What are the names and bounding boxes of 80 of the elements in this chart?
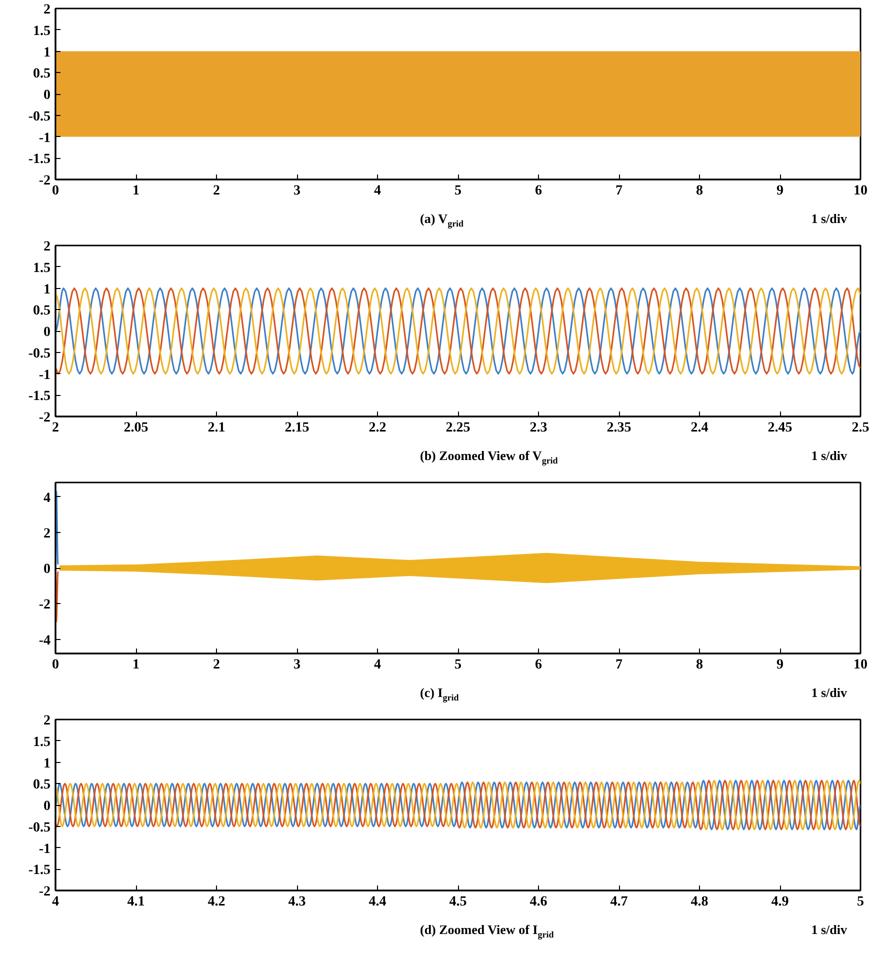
x-tick-label: 2.2 — [368, 420, 386, 436]
x-tick-label: 4 — [374, 658, 381, 672]
text: 1 s/div — [811, 684, 847, 702]
x-axis-title: (d) Zoomed View of I$_{grid}$ — [420, 921, 554, 942]
x-tick-label: 10 — [854, 184, 868, 198]
y-tick-label: -1.5 — [28, 152, 51, 168]
x-tick-label: 2.5 — [852, 420, 870, 436]
x-tick-label: 4.6 — [530, 894, 548, 910]
text: 1 s/div — [811, 210, 847, 228]
x-tick-label: 8 — [696, 184, 703, 198]
y-tick-label: -1 — [38, 130, 51, 146]
x-tick-label: 7 — [616, 658, 622, 672]
y-tick-label: -0.5 — [28, 109, 51, 124]
y-tick-label: 0 — [44, 88, 50, 103]
y-tick-label: 4 — [44, 490, 50, 506]
y-tick-label: -2 — [38, 884, 51, 900]
x-tick-label: 4.8 — [690, 894, 708, 910]
x-tick-label: 5 — [454, 658, 462, 672]
y-tick-label: -2 — [38, 410, 51, 426]
x-tick-label: 3 — [294, 184, 300, 198]
text: 1 s/div — [811, 447, 847, 465]
y-tick-label: -1.5 — [28, 389, 51, 404]
x-tick-label: 2.4 — [690, 420, 708, 436]
x-tick-label: 2.05 — [124, 420, 148, 436]
x-tick-label: 4.2 — [208, 894, 226, 910]
y-tick-label: 0 — [44, 562, 50, 577]
y-tick-label: 0.5 — [33, 66, 50, 82]
x-tick-label: 9 — [776, 658, 784, 672]
x-tick-label: 8 — [696, 658, 703, 672]
y-tick-label: 0.5 — [33, 778, 50, 793]
y-tick-label: 1.5 — [33, 24, 50, 39]
x-tick-label: 6 — [535, 184, 542, 198]
x-tick-label: 4.9 — [771, 894, 789, 910]
x-tick-label: 2.35 — [606, 420, 632, 436]
x-tick-label: 10 — [854, 658, 868, 672]
y-tick-label: -1.5 — [28, 863, 51, 878]
x-tick-label: 2.1 — [208, 420, 226, 436]
y-tick-label: 0 — [44, 325, 50, 340]
x-tick-label: 2.15 — [284, 420, 310, 436]
x-tick-label: 6 — [535, 658, 542, 672]
y-tick-label: -1 — [38, 842, 51, 857]
y-tick-label: 2 — [44, 240, 50, 254]
x-axis-title: (a) V$_{grid}$ — [420, 210, 464, 230]
x-tick-label: 1 — [132, 658, 140, 672]
y-tick-label: 1.5 — [33, 734, 50, 750]
y-tick-label: 1.5 — [33, 260, 50, 276]
x-tick-label: 2.3 — [530, 420, 548, 436]
y-tick-label: -0.5 — [28, 346, 51, 362]
x-tick-label: 4.1 — [127, 894, 145, 910]
x-tick-label: 2 — [213, 184, 220, 198]
text: 1 s/div — [811, 921, 847, 939]
y-tick-label: -4 — [38, 633, 51, 648]
x-axis-title: (c) I$_{grid}$ — [420, 684, 459, 704]
x-tick-label: 4.4 — [368, 894, 386, 910]
y-tick-label: -0.5 — [28, 820, 51, 836]
y-tick-label: 0 — [44, 799, 50, 814]
x-tick-label: 9 — [776, 184, 784, 198]
x-tick-label: 2.45 — [768, 420, 792, 436]
y-tick-label: -2 — [38, 174, 51, 188]
x-tick-label: 4 — [374, 184, 381, 198]
x-tick-label: 2 — [213, 658, 220, 672]
x-tick-label: 5 — [857, 894, 864, 910]
y-tick-label: 2 — [44, 2, 50, 18]
y-tick-label: 1 — [44, 45, 50, 60]
x-tick-label: 4.5 — [449, 894, 467, 910]
x-tick-label: 1 — [132, 184, 140, 198]
x-tick-label: 4.7 — [610, 894, 628, 910]
y-tick-label: 0.5 — [33, 304, 50, 319]
y-tick-label: 2 — [44, 526, 50, 542]
x-tick-label: 3 — [294, 658, 300, 672]
x-tick-label: 2.25 — [446, 420, 470, 436]
x-tick-label: 4.3 — [288, 894, 306, 910]
x-tick-label: 7 — [616, 184, 622, 198]
y-tick-label: 1 — [44, 282, 50, 298]
y-tick-label: 2 — [44, 714, 50, 728]
x-tick-label: 5 — [454, 184, 462, 198]
x-axis-title: (b) Zoomed View of V$_{grid}$ — [420, 447, 558, 468]
y-tick-label: 1 — [44, 756, 50, 772]
y-tick-label: -2 — [38, 598, 51, 613]
y-tick-label: -1 — [38, 368, 51, 383]
